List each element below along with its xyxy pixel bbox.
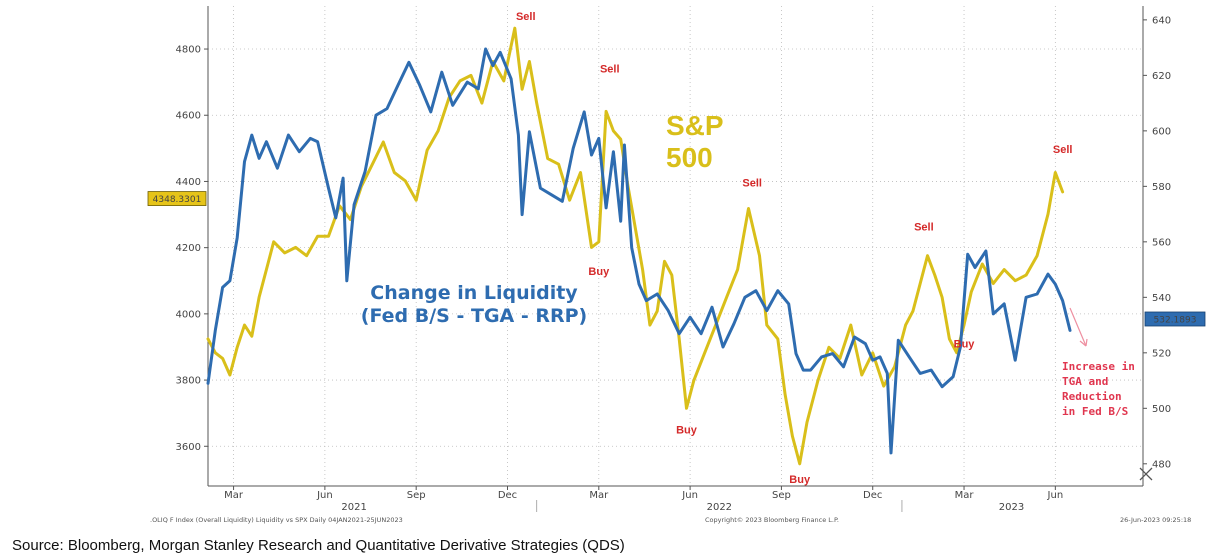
- plot-background: [208, 6, 1143, 486]
- liquidity-series-label-line2: (Fed B/S - TGA - RRP): [361, 305, 587, 327]
- x-tick-label: Sep: [407, 490, 426, 501]
- liquidity-series-line: [206, 47, 1072, 455]
- resize-handle-icon[interactable]: [1139, 467, 1153, 481]
- liquidity-series-label-line1: Change in Liquidity: [370, 282, 578, 304]
- right-tick-label: 620: [1152, 71, 1171, 82]
- footer-left-note: .OLIQ F Index (Overall Liquidity) Liquid…: [150, 516, 403, 524]
- x-tick-label: Jun: [1047, 490, 1064, 501]
- buy-signal-label: Buy: [676, 424, 698, 436]
- x-axis: Mar Jun Sep Dec Mar Jun Sep Dec Mar Jun 2021 2022 20…: [208, 485, 1143, 513]
- left-tick-label: 4000: [176, 309, 201, 320]
- left-value-tag: [147, 191, 207, 206]
- right-tick-label: 540: [1152, 293, 1171, 304]
- left-tick-label: 4200: [176, 243, 201, 254]
- left-tick-label: 3600: [176, 442, 201, 453]
- x-tick-label: Mar: [224, 490, 244, 501]
- right-tick-label: 600: [1152, 126, 1171, 137]
- sell-signal-label: Sell: [516, 11, 536, 23]
- buy-signal-label: Buy: [789, 474, 811, 486]
- note-arrow-head: [1079, 338, 1088, 347]
- year-label: 2021: [341, 502, 366, 513]
- year-label: 2022: [707, 502, 732, 513]
- note-arrow-line: [1069, 307, 1087, 347]
- annotation-layer: Sell Sell Buy Sell Buy Buy Sell Buy Sell: [516, 11, 1072, 486]
- x-tick-label: Mar: [589, 490, 609, 501]
- source-caption: Source: Bloomberg, Morgan Stanley Resear…: [12, 537, 625, 554]
- left-tick-label: 4800: [176, 45, 201, 56]
- left-tick-label: 4400: [176, 177, 201, 188]
- sell-signal-label: Sell: [914, 222, 934, 234]
- year-label: 2023: [999, 502, 1024, 513]
- sell-signal-label: Sell: [1053, 144, 1073, 156]
- note-line-1: Increase in: [1062, 360, 1135, 373]
- right-tick-label: 580: [1152, 182, 1171, 193]
- right-tick-label: 500: [1152, 404, 1171, 415]
- right-axis: 480 500 520 540 560 580 600 620 640 532.1893: [1142, 6, 1206, 486]
- right-tick-label: 520: [1152, 348, 1171, 359]
- right-value-tag: [1144, 311, 1206, 327]
- right-value-tag-label: 532.1893: [1154, 316, 1197, 326]
- x-tick-label: Dec: [498, 490, 517, 501]
- left-tick-label: 3800: [176, 376, 201, 387]
- sell-signal-label: Sell: [600, 64, 620, 76]
- buy-signal-label: Buy: [588, 266, 610, 278]
- right-tick-label: 560: [1152, 237, 1171, 248]
- x-tick-label: Mar: [955, 490, 975, 501]
- x-tick-label: Jun: [681, 490, 698, 501]
- buy-signal-label: Buy: [954, 338, 976, 350]
- left-tick-label: 4600: [176, 111, 201, 122]
- sp500-series-label-line1: S&P: [666, 110, 724, 141]
- sell-signal-label: Sell: [742, 177, 762, 189]
- left-axis: 3600 3800 4000 4200 4400 4600 4800 4348.3301: [147, 6, 209, 486]
- note-line-3: Reduction: [1062, 390, 1122, 403]
- note-line-2: TGA and: [1062, 375, 1108, 388]
- series-layer: [206, 26, 1072, 466]
- right-tick-label: 640: [1152, 15, 1171, 26]
- left-value-tag-label: 4348.3301: [153, 195, 202, 205]
- note-line-4: in Fed B/S: [1062, 405, 1128, 418]
- x-tick-label: Jun: [316, 490, 333, 501]
- footer-center-note: Copyright© 2023 Bloomberg Finance L.P.: [705, 516, 839, 524]
- footer-right-note: 26-Jun-2023 09:25:18: [1120, 516, 1191, 524]
- sp500-series-label-line2: 500: [666, 142, 713, 173]
- right-tick-label: 480: [1152, 459, 1171, 470]
- grid-layer: [208, 6, 1143, 486]
- x-tick-label: Dec: [863, 490, 882, 501]
- x-tick-label: Sep: [772, 490, 791, 501]
